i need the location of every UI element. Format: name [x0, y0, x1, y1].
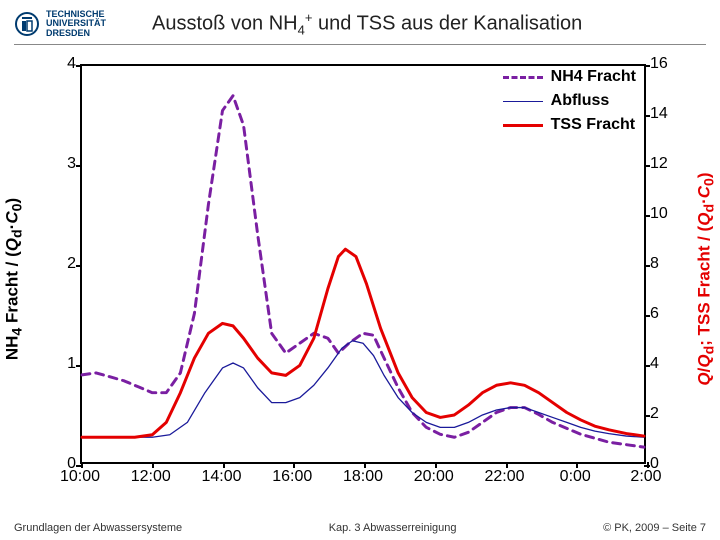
x-tick-label: 14:00	[201, 468, 241, 486]
slide-title: Ausstoß von NH4+ und TSS aus der Kanalis…	[106, 10, 706, 38]
y-right-tick-label: 0	[650, 455, 659, 473]
y-left-tick-label: 0	[67, 455, 76, 473]
legend-swatch	[503, 76, 543, 79]
x-tick-label: 12:00	[131, 468, 171, 486]
y-right-tick-label: 6	[650, 305, 659, 323]
plot-region: NH4 Fracht Abfluss TSS Fracht	[80, 64, 646, 464]
legend-label: NH4 Fracht	[551, 68, 636, 86]
legend-swatch	[503, 124, 543, 127]
university-logo: TECHNISCHE UNIVERSITÄT DRESDEN	[14, 10, 106, 38]
x-tick-label: 16:00	[272, 468, 312, 486]
x-tick-label: 0:00	[560, 468, 591, 486]
x-tick-label: 22:00	[484, 468, 524, 486]
legend-item: NH4 Fracht	[503, 68, 636, 86]
x-tick-label: 10:00	[60, 468, 100, 486]
y-right-tick-label: 14	[650, 105, 668, 123]
uni-line3: DRESDEN	[46, 29, 106, 38]
legend-swatch	[503, 101, 543, 102]
y-right-tick-label: 16	[650, 55, 668, 73]
university-name: TECHNISCHE UNIVERSITÄT DRESDEN	[46, 10, 106, 38]
y-right-tick-label: 10	[650, 205, 668, 223]
y-right-tick-label: 12	[650, 155, 668, 173]
footer-left: Grundlagen der Abwassersysteme	[14, 522, 182, 534]
y-left-tick-label: 4	[67, 55, 76, 73]
footer-right: © PK, 2009 – Seite 7	[603, 522, 706, 534]
legend: NH4 Fracht Abfluss TSS Fracht	[503, 68, 636, 140]
header: TECHNISCHE UNIVERSITÄT DRESDEN Ausstoß v…	[0, 0, 720, 42]
legend-item: Abfluss	[503, 92, 636, 110]
legend-label: Abfluss	[551, 92, 610, 110]
footer: Grundlagen der Abwassersysteme Kap. 3 Ab…	[14, 522, 706, 534]
y-right-tick-label: 8	[650, 255, 659, 273]
y-left-tick-label: 2	[67, 255, 76, 273]
footer-center: Kap. 3 Abwasserreinigung	[329, 522, 457, 534]
header-divider	[14, 44, 706, 45]
logo-icon	[14, 11, 40, 37]
x-tick-label: 20:00	[414, 468, 454, 486]
legend-label: TSS Fracht	[551, 116, 635, 134]
y-right-tick-label: 2	[650, 405, 659, 423]
title-sub: 4	[298, 23, 305, 38]
title-prefix: Ausstoß von NH	[152, 13, 298, 35]
y-left-tick-label: 1	[67, 355, 76, 373]
legend-item: TSS Fracht	[503, 116, 636, 134]
x-tick-label: 18:00	[343, 468, 383, 486]
y-left-tick-label: 3	[67, 155, 76, 173]
y-right-tick-label: 4	[650, 355, 659, 373]
chart-area: NH4 Fracht / (Qd·C0) Q/Qd; TSS Fracht / …	[14, 52, 706, 506]
title-suffix: und TSS aus der Kanalisation	[312, 13, 582, 35]
